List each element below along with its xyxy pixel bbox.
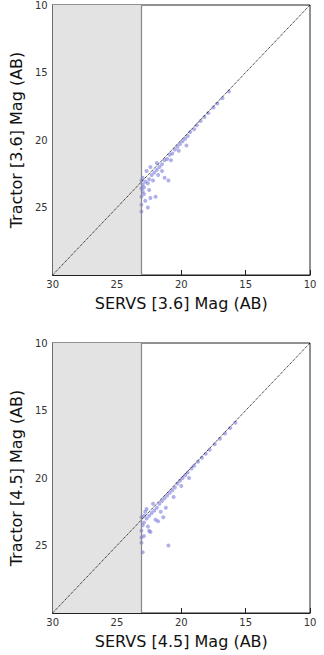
svg-text:SERVS [3.6] Mag (AB): SERVS [3.6] Mag (AB) [95, 294, 268, 313]
svg-text:SERVS [4.5] Mag (AB): SERVS [4.5] Mag (AB) [95, 632, 268, 651]
svg-text:20: 20 [35, 473, 48, 484]
svg-text:10: 10 [35, 0, 48, 11]
svg-text:25: 25 [111, 279, 124, 290]
svg-text:15: 15 [239, 279, 252, 290]
svg-text:10: 10 [35, 338, 48, 349]
svg-text:25: 25 [35, 540, 48, 551]
svg-text:25: 25 [35, 202, 48, 213]
svg-text:15: 15 [35, 405, 48, 416]
svg-text:20: 20 [175, 617, 188, 628]
svg-text:30: 30 [46, 617, 59, 628]
svg-text:20: 20 [175, 279, 188, 290]
svg-text:20: 20 [35, 135, 48, 146]
svg-text:Tractor [4.5] Mag (AB): Tractor [4.5] Mag (AB) [7, 390, 26, 568]
svg-text:10: 10 [304, 279, 317, 290]
svg-text:15: 15 [239, 617, 252, 628]
svg-text:Tractor [3.6] Mag (AB): Tractor [3.6] Mag (AB) [7, 52, 26, 230]
svg-text:25: 25 [111, 617, 124, 628]
svg-text:15: 15 [35, 67, 48, 78]
svg-text:30: 30 [46, 279, 59, 290]
svg-text:10: 10 [304, 617, 317, 628]
